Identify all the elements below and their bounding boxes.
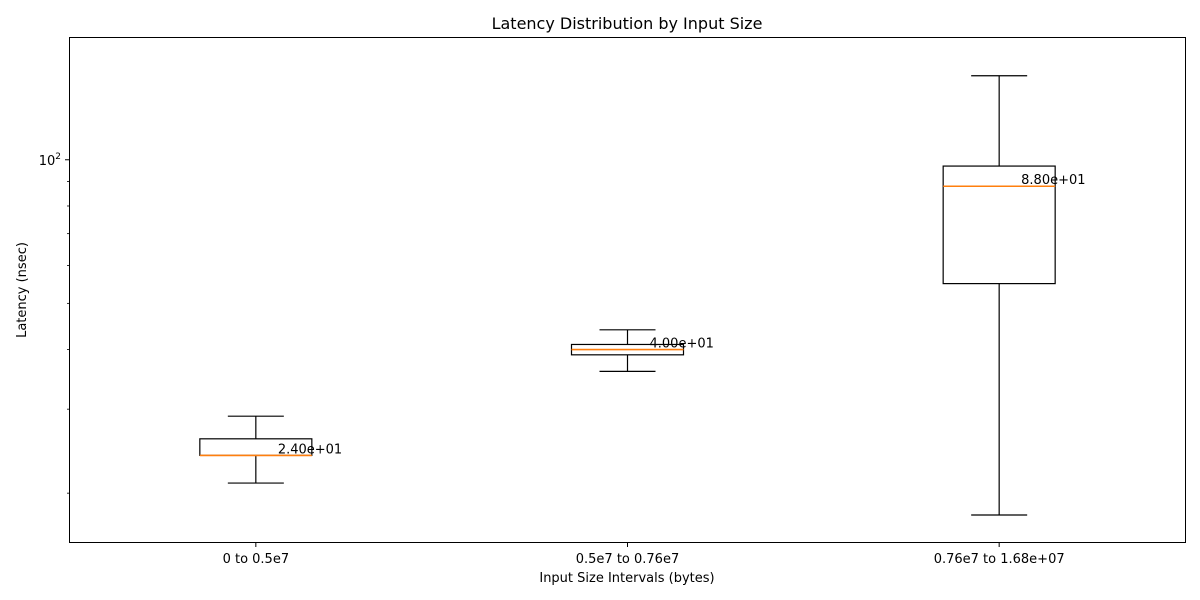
x-tick-label: 0.76e7 to 1.68e+07 [934, 552, 1065, 567]
x-tick-label: 0.5e7 to 0.76e7 [576, 552, 679, 567]
plot-area: 2.40e+01 4.00e+01 8.80e+01 [199, 75, 1086, 516]
y-axis: 102 [39, 152, 70, 494]
box-group-1: 2.40e+01 [199, 415, 342, 484]
median-value-label: 4.00e+01 [650, 337, 714, 352]
box-group-2: 4.00e+01 [570, 329, 714, 373]
y-axis-label: Latency (nsec) [15, 242, 30, 338]
x-axis-label: Input Size Intervals (bytes) [539, 571, 714, 586]
x-axis: 0 to 0.5e7 0.5e7 to 0.76e7 0.76e7 to 1.68e… [223, 542, 1065, 567]
median-value-label: 2.40e+01 [278, 442, 342, 457]
chart-title: Latency Distribution by Input Size [492, 14, 763, 33]
x-tick-label: 0 to 0.5e7 [223, 552, 290, 567]
box-group-3: 8.80e+01 [942, 75, 1086, 516]
box-iqr [942, 165, 1056, 285]
median-value-label: 8.80e+01 [1021, 173, 1085, 188]
plot-frame [69, 37, 1186, 543]
y-tick-label: 102 [39, 152, 61, 169]
